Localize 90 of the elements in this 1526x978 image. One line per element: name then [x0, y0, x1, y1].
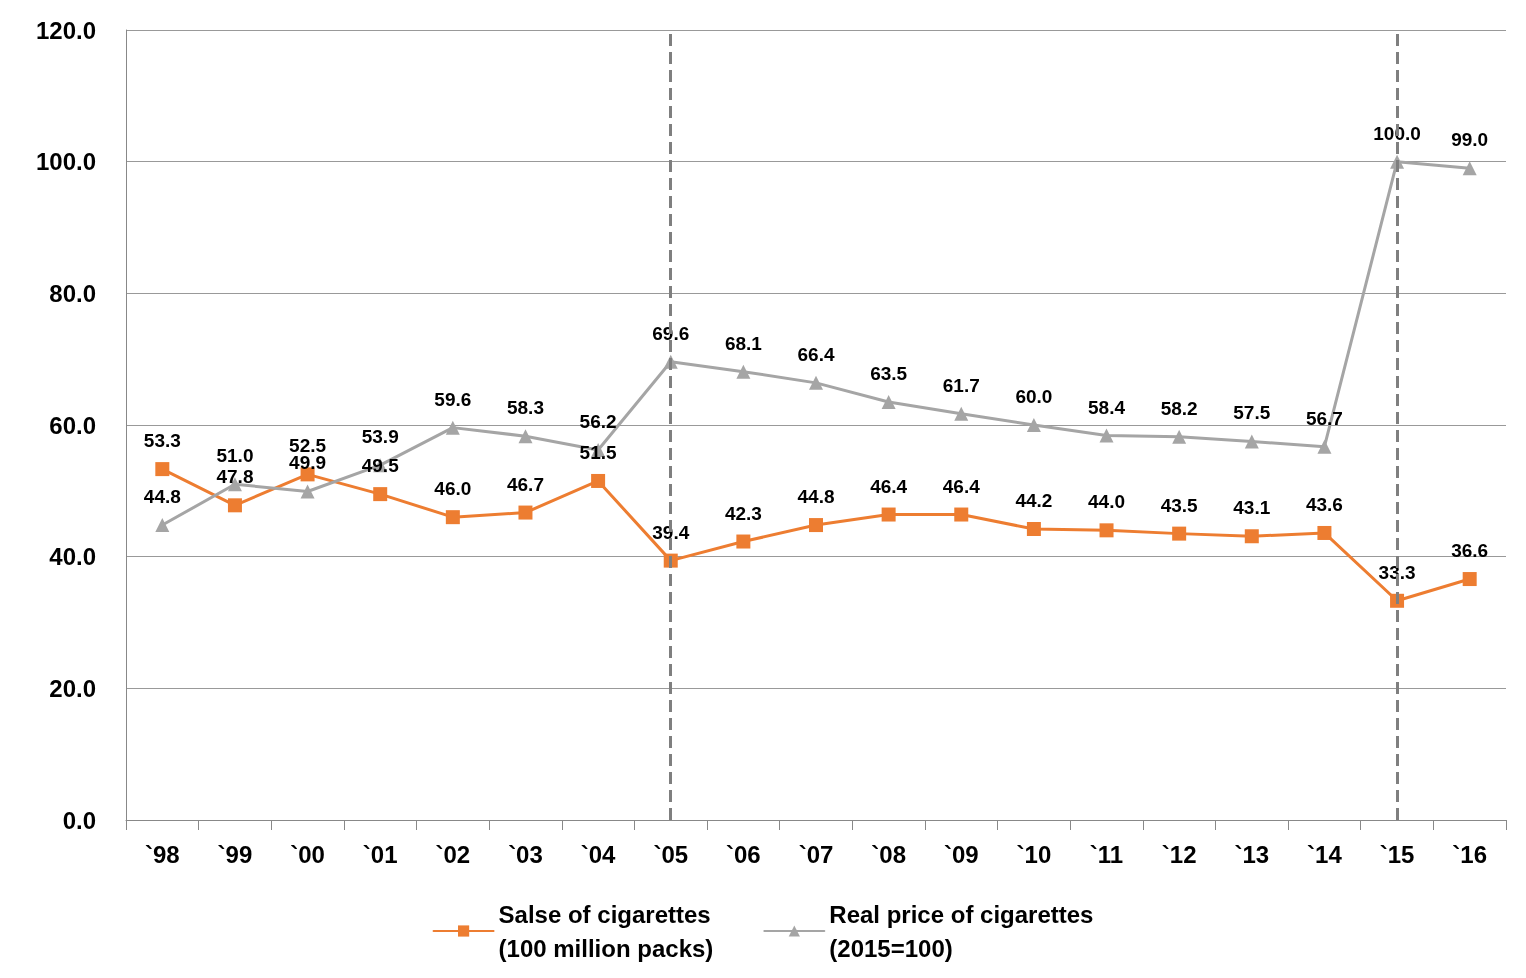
- data-label: 68.1: [724, 332, 763, 354]
- data-label: 46.7: [506, 473, 544, 495]
- y-tick-label: 100.0: [35, 148, 96, 176]
- y-tick-label: 60.0: [49, 411, 96, 439]
- legend-label: Salse of cigarettes (100 million packs): [498, 900, 714, 962]
- data-label: 58.2: [1160, 397, 1198, 419]
- data-label: 56.7: [1305, 407, 1343, 429]
- point: [227, 498, 242, 513]
- data-label: 46.0: [434, 478, 472, 500]
- data-label: 49.5: [361, 455, 400, 477]
- data-label: 66.4: [797, 343, 835, 365]
- data-label: 99.0: [1451, 129, 1489, 151]
- data-label: 47.8: [216, 466, 254, 488]
- point: [1317, 525, 1332, 540]
- point: [809, 375, 823, 390]
- point: [445, 510, 460, 525]
- data-label: 60.0: [1015, 386, 1053, 407]
- data-label: 42.3: [724, 502, 762, 524]
- x-tick-label: `99: [217, 840, 253, 868]
- x-tick-label: `12: [1161, 840, 1197, 868]
- x-tick-label: `00: [290, 840, 325, 868]
- point: [591, 473, 606, 488]
- point: [1172, 429, 1187, 444]
- point: [954, 406, 969, 421]
- x-tick-label: `04: [580, 840, 617, 868]
- data-label: 59.6: [434, 388, 472, 410]
- x-tick-label: `16: [1452, 840, 1488, 868]
- point: [155, 462, 170, 477]
- x-tick-label: `08: [871, 840, 906, 868]
- data-label: 46.4: [942, 475, 981, 497]
- y-tick-label: 40.0: [49, 543, 96, 571]
- data-label: 51.0: [216, 445, 254, 467]
- point: [736, 364, 751, 379]
- data-label: 58.4: [1088, 396, 1126, 418]
- point: [1462, 161, 1477, 176]
- point: [954, 507, 969, 522]
- x-tick-label: `10: [1016, 840, 1052, 868]
- point: [1026, 418, 1041, 432]
- data-label: 36.6: [1451, 540, 1489, 562]
- x-tick-label: `15: [1379, 840, 1415, 868]
- data-label: 46.4: [870, 475, 908, 497]
- point: [445, 420, 460, 435]
- data-label: 44.0: [1088, 491, 1126, 513]
- point: [373, 487, 388, 502]
- data-label: 63.5: [870, 362, 908, 384]
- data-label: 43.5: [1160, 494, 1199, 516]
- point: [736, 534, 751, 549]
- data-label: 61.7: [942, 374, 980, 396]
- data-label: 58.3: [506, 397, 544, 419]
- data-label: 44.8: [797, 486, 835, 508]
- x-tick-label: `14: [1307, 840, 1343, 868]
- data-label: 57.5: [1233, 402, 1271, 424]
- y-tick-label: 0.0: [62, 806, 96, 834]
- x-tick-label: `07: [798, 840, 834, 868]
- point: [300, 484, 315, 499]
- x-tick-label: `05: [653, 840, 689, 868]
- data-label: 53.9: [361, 426, 399, 448]
- x-tick-label: `03: [508, 840, 543, 868]
- y-tick-label: 20.0: [49, 674, 96, 702]
- data-label: 44.8: [143, 486, 181, 508]
- y-tick-label: 80.0: [49, 279, 96, 307]
- x-tick-label: `13: [1234, 840, 1270, 868]
- point: [1244, 529, 1259, 544]
- point: [518, 505, 533, 520]
- point: [1462, 572, 1477, 587]
- point: [1099, 523, 1114, 538]
- point: [1099, 428, 1114, 443]
- x-tick-label: `98: [144, 840, 180, 868]
- point: [155, 518, 170, 533]
- data-label: 51.5: [579, 441, 618, 463]
- point: [881, 394, 896, 409]
- data-label: 44.2: [1015, 490, 1053, 512]
- point: [881, 507, 896, 522]
- x-tick-label: `02: [435, 840, 471, 868]
- point: [809, 518, 823, 533]
- point: [1244, 434, 1259, 449]
- data-label: 53.3: [143, 430, 181, 452]
- x-tick-label: `09: [943, 840, 979, 868]
- x-tick-label: `06: [726, 840, 761, 868]
- point: [518, 429, 533, 444]
- data-label: 56.2: [579, 411, 617, 433]
- x-tick-label: `11: [1089, 840, 1124, 868]
- data-label: 43.1: [1233, 497, 1271, 519]
- point: [1172, 526, 1187, 541]
- point: [1317, 439, 1332, 454]
- data-label: 43.6: [1305, 493, 1343, 515]
- x-tick-label: `01: [362, 840, 398, 868]
- y-tick-label: 120.0: [35, 16, 96, 44]
- legend-label: Real price of cigarettes (2015=100): [829, 900, 1094, 962]
- point: [1026, 522, 1041, 537]
